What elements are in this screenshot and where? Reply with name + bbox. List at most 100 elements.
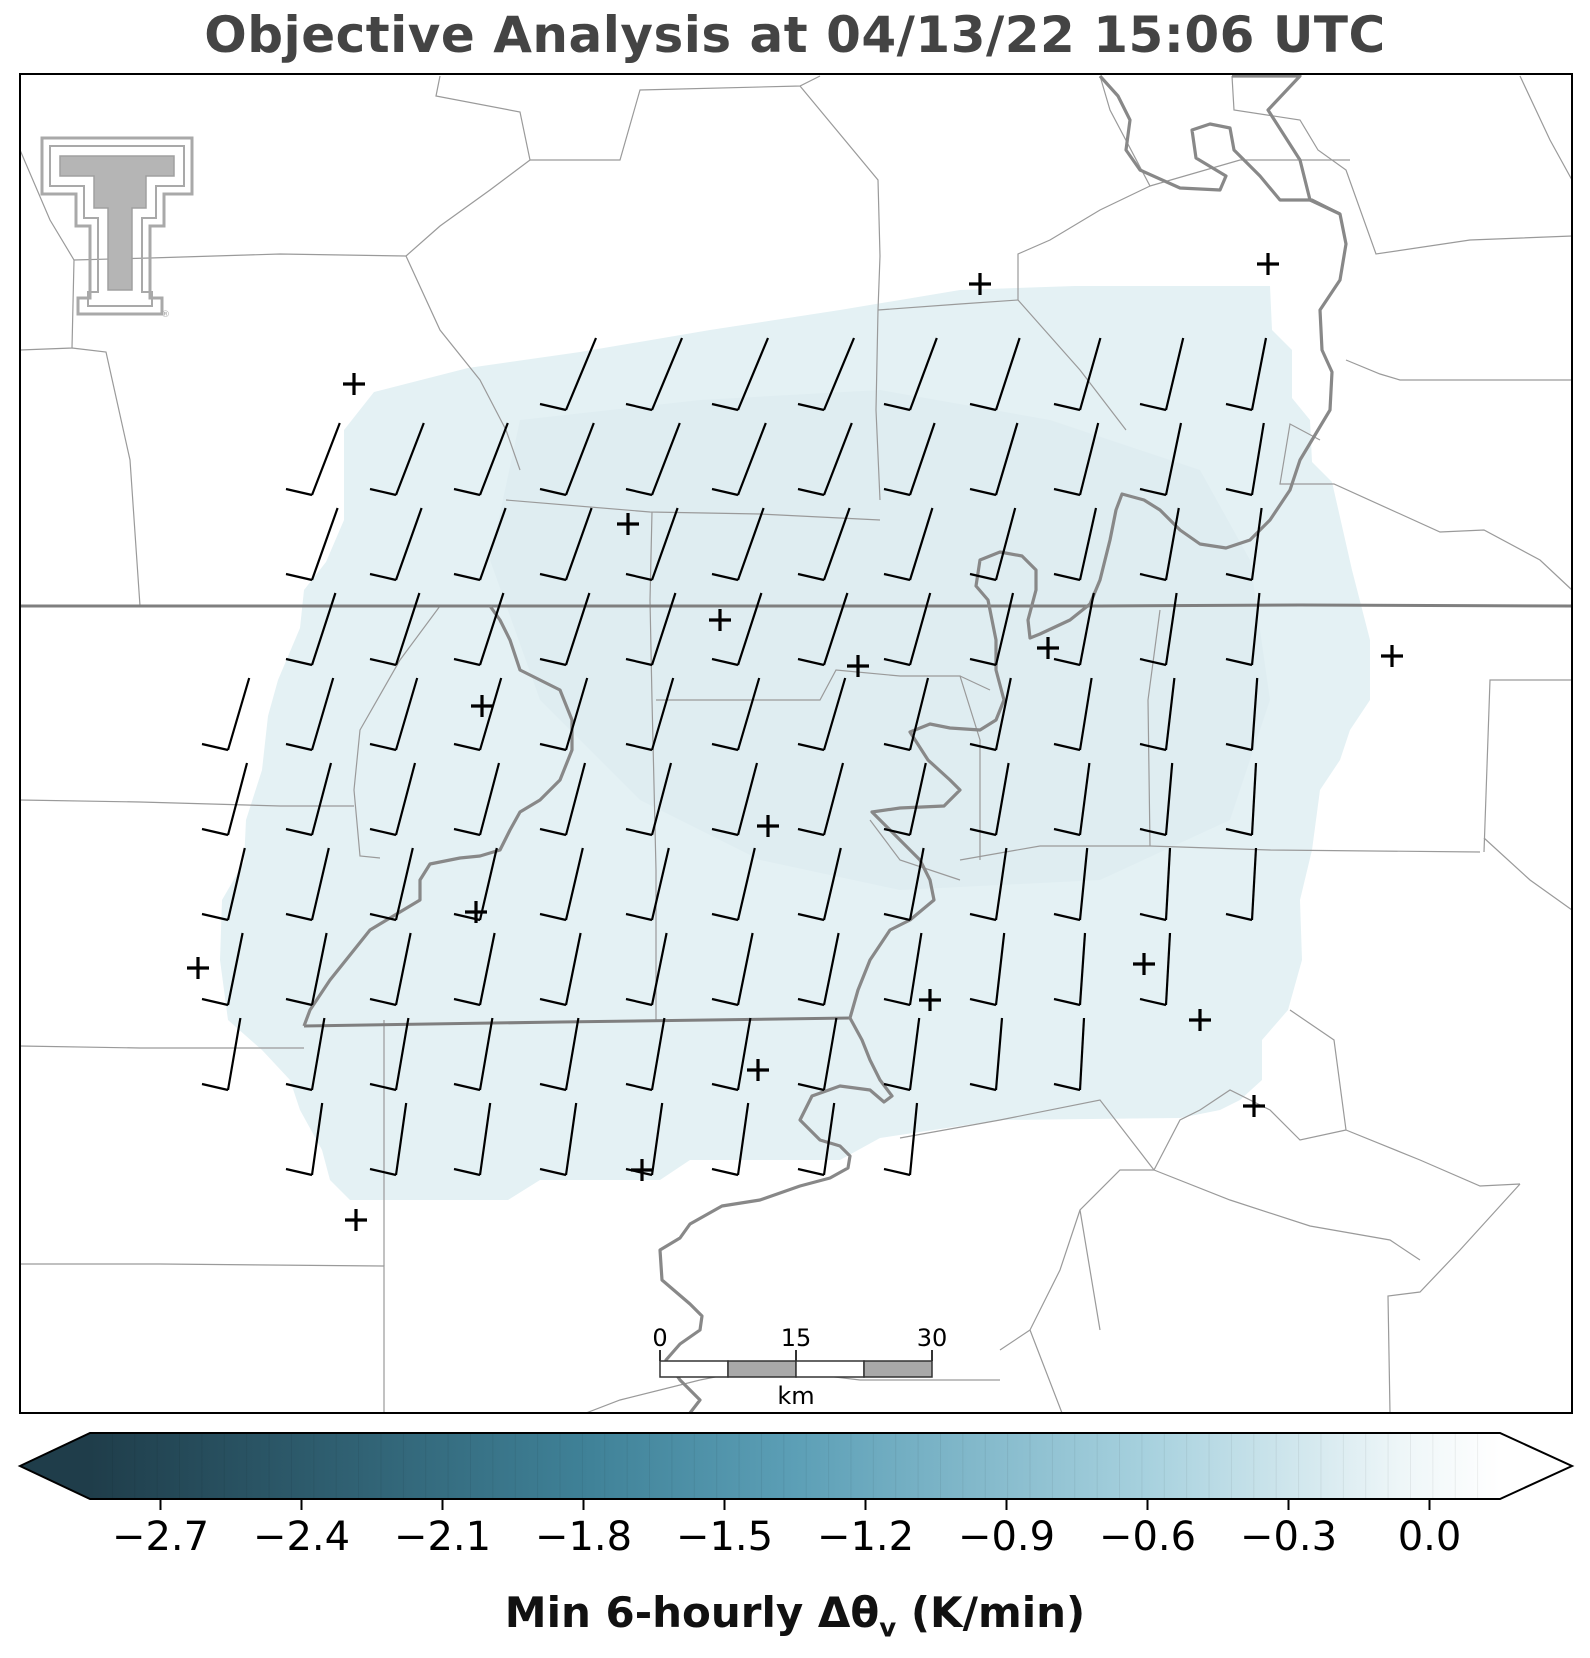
wind-barb [453, 932, 496, 1007]
wind-barb [285, 507, 339, 582]
wind-barb [1225, 847, 1258, 922]
wind-barb [369, 762, 417, 837]
wind-barb [285, 762, 333, 837]
station-marker [471, 695, 493, 717]
wind-barb [1139, 422, 1183, 497]
scale-label-30: 30 [917, 1324, 948, 1352]
scale-label-0: 0 [652, 1324, 667, 1352]
wind-barb [711, 677, 761, 752]
wind-barb [969, 337, 1021, 412]
map-panel [20, 74, 1572, 1413]
wind-barb [1139, 507, 1180, 582]
wind-barb [539, 422, 595, 497]
wind-barb [711, 592, 763, 667]
wind-barb [453, 1102, 492, 1177]
wind-barb [883, 592, 932, 667]
wind-barb [711, 507, 765, 582]
colorbar-tick-label: −1.2 [817, 1514, 914, 1560]
station-marker [187, 957, 209, 979]
colorbar-tick-label: 0.0 [1398, 1514, 1462, 1560]
scale-label-15: 15 [781, 1324, 812, 1352]
station-marker [465, 901, 487, 923]
wind-barb [539, 847, 584, 922]
wind-barb [797, 422, 853, 497]
wind-barb [797, 677, 847, 752]
wind-barbs [201, 337, 1268, 1177]
university-logo: ® [40, 136, 194, 320]
wind-barb [1139, 677, 1176, 752]
wind-barb [969, 847, 1008, 922]
wind-barb [539, 762, 587, 837]
wind-barb [369, 1102, 408, 1177]
wind-barb [711, 932, 754, 1007]
wind-barb [883, 762, 927, 837]
wind-barb [539, 1102, 578, 1177]
wind-barb [711, 1102, 750, 1177]
colorbar-steps [111, 1433, 1479, 1499]
wind-barb [201, 677, 251, 752]
wind-barb [883, 1102, 919, 1177]
colorbar-tick-label: −0.9 [958, 1514, 1055, 1560]
wind-barb [285, 932, 328, 1007]
wind-barb [883, 507, 934, 582]
station-marker [1243, 1095, 1265, 1117]
wind-barb [201, 847, 246, 922]
wind-barb [369, 932, 412, 1007]
map-title: Objective Analysis at 04/13/22 15:06 UTC [204, 6, 1386, 64]
station-marker [345, 1209, 367, 1231]
station-marker [847, 655, 869, 677]
colorbar-extend-high [1500, 1433, 1572, 1499]
wind-barb [453, 677, 503, 752]
scale-unit: km [777, 1382, 814, 1410]
wind-barb [539, 1017, 580, 1092]
wind-barb [625, 337, 684, 412]
colorbar-tick-label: −1.8 [535, 1514, 632, 1560]
wind-barb [711, 847, 756, 922]
wind-barb [1139, 337, 1185, 412]
wind-barb [625, 592, 677, 667]
rivers [302, 74, 1348, 1413]
wind-barb [453, 592, 505, 667]
station-marker [747, 1059, 769, 1081]
map-frame [19, 73, 1573, 1414]
wind-barb [969, 422, 1019, 497]
wind-barb [969, 932, 1006, 1007]
wind-barb [1053, 337, 1102, 412]
wind-barb [453, 507, 507, 582]
wind-barb [711, 762, 759, 837]
colorbar-tick-label: −2.4 [253, 1514, 350, 1560]
station-marker [1257, 253, 1279, 275]
wind-barb [797, 932, 840, 1007]
wind-barb [883, 847, 925, 922]
wind-barb [369, 847, 414, 922]
wind-barb [797, 337, 856, 412]
wind-barb [285, 677, 335, 752]
wind-barb [1053, 847, 1089, 922]
wind-barb [797, 592, 849, 667]
wind-barb [1053, 507, 1098, 582]
wind-barb [539, 677, 589, 752]
station-marker [343, 373, 365, 395]
state-borders [20, 603, 1572, 1028]
wind-barb [1139, 592, 1178, 667]
svg-text:®: ® [161, 310, 170, 320]
wind-barb [285, 592, 337, 667]
wind-barb [625, 422, 681, 497]
wind-barb [453, 762, 501, 837]
wind-barb [285, 422, 341, 497]
wind-barb [369, 677, 419, 752]
colorbar-tick-label: −0.3 [1240, 1514, 1337, 1560]
wind-barb [797, 1102, 836, 1177]
wind-barb [369, 422, 425, 497]
station-marker [1037, 637, 1059, 659]
wind-barb [1225, 422, 1265, 497]
wind-barb [711, 1017, 752, 1092]
wind-barb [285, 847, 330, 922]
wind-barb [969, 762, 1010, 837]
station-marker [709, 609, 731, 631]
wind-barb [1225, 507, 1263, 582]
wind-barb [1139, 762, 1174, 837]
colorbar-tick-label: −0.6 [1099, 1514, 1196, 1560]
wind-barb [1053, 1017, 1086, 1092]
